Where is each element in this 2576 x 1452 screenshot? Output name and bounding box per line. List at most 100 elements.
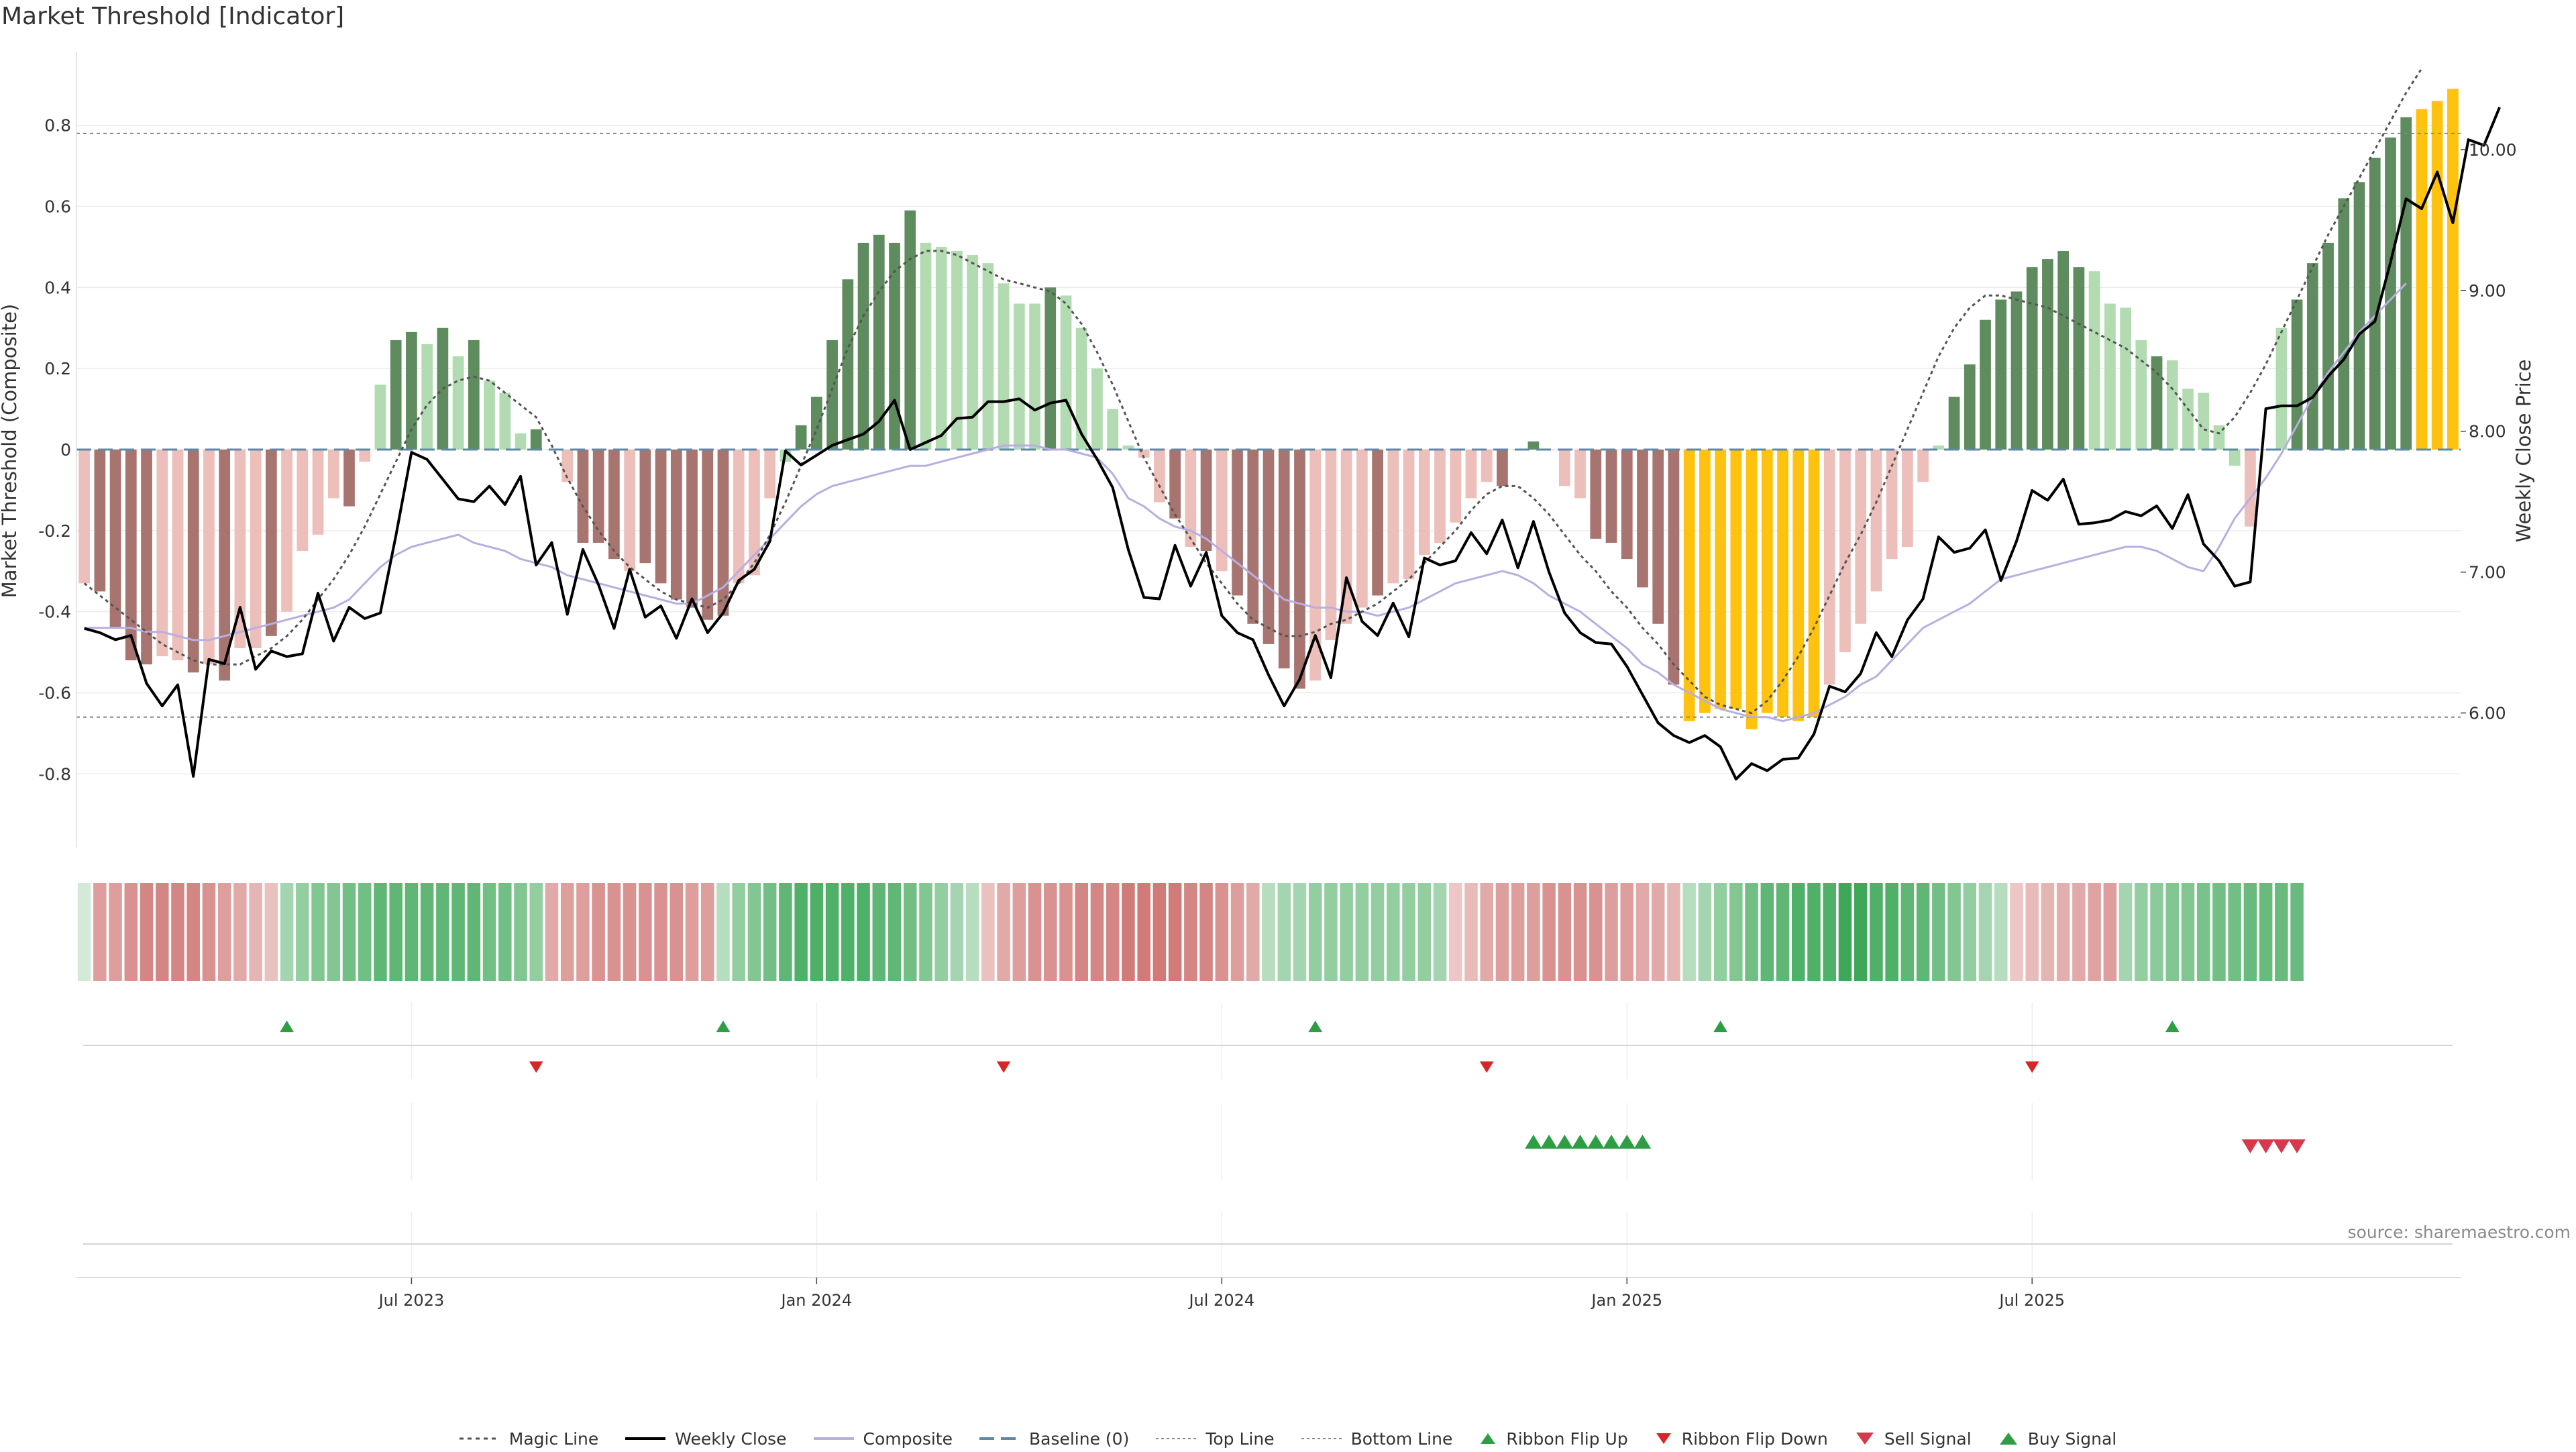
composite-bar (561, 450, 574, 482)
ribbon-cell (1340, 883, 1353, 981)
ribbon-cell (249, 883, 262, 981)
buy-signal-marker (1618, 1135, 1635, 1149)
ribbon-cell (1106, 883, 1120, 981)
composite-bar (1122, 445, 1134, 450)
ribbon-cell (1745, 883, 1758, 981)
ribbon-cell (2041, 883, 2055, 981)
composite-bar (2385, 137, 2396, 450)
composite-bar (1855, 450, 1867, 624)
composite-bar (2213, 425, 2225, 450)
composite-bar (608, 450, 620, 560)
buy-signal-marker (1556, 1135, 1573, 1149)
composite-bar (2010, 291, 2023, 450)
ribbon-cell (1682, 883, 1696, 981)
ribbon-cell (2243, 883, 2257, 981)
ribbon-cell (1558, 883, 1572, 981)
ribbon-cell (451, 883, 465, 981)
composite-bar (2447, 89, 2459, 450)
composite-bar (2120, 307, 2131, 450)
ribbon-cell (156, 883, 169, 981)
axes: 0.8 0.6 0.4 0.2 0 -0.2 -0.4 -0.6 -0.8 10.00 9.00 8.… (38, 52, 2517, 1310)
composite-bar (2104, 303, 2116, 450)
ribbon-cell (1542, 883, 1556, 981)
legend-label: Bottom Line (1350, 1429, 1453, 1449)
composite-bar (1044, 287, 1057, 450)
y2-tick-label: 9.00 (2469, 281, 2506, 301)
composite-bar (2042, 259, 2053, 450)
x-tick-label: Jul 2024 (1187, 1291, 1254, 1310)
ribbon-cell (389, 883, 402, 981)
composite-bar (764, 450, 776, 499)
ribbon-cell (1823, 883, 1836, 981)
y-tick-label: 0.2 (44, 359, 71, 378)
ribbon-cell (1947, 883, 1961, 981)
ribbon-cell (2025, 883, 2039, 981)
composite-bar (1434, 450, 1446, 543)
ribbon-cell (1075, 883, 1089, 981)
composite-bar (156, 450, 168, 657)
composite-bar (187, 450, 199, 673)
composite-bar (1107, 409, 1119, 450)
ribbon-cell (732, 883, 745, 981)
composite-bar (624, 450, 635, 572)
ribbon-flip-down-marker (529, 1061, 543, 1073)
ribbon-cell (919, 883, 932, 981)
ribbon-cell (327, 883, 341, 981)
ribbon-cell (1729, 883, 1743, 981)
ribbon-cell (1870, 883, 1883, 981)
ribbon-cell (2103, 883, 2117, 981)
ribbon-cell (1932, 883, 1945, 981)
composite-bar (125, 450, 137, 661)
y2-tick-label: 10.00 (2469, 140, 2517, 160)
composite-bar (2322, 242, 2334, 450)
source-note: source: sharemaestro.com (2347, 1223, 2571, 1242)
composite-bar (1777, 450, 1788, 717)
composite-bar (1232, 450, 1243, 596)
ribbon-cell (716, 883, 730, 981)
ribbon-cell (1433, 883, 1447, 981)
ribbon-cell (2228, 883, 2241, 981)
ribbon-cell (1994, 883, 2008, 981)
ribbon-cell (296, 883, 309, 981)
ribbon-cell (763, 883, 777, 981)
ribbon-cell (2150, 883, 2163, 981)
ribbon-cell (1573, 883, 1587, 981)
ribbon-cell (1090, 883, 1104, 981)
ribbon-cell (405, 883, 419, 981)
composite-bar (78, 450, 90, 584)
composite-bar (2026, 267, 2038, 450)
ribbon-cell (1402, 883, 1415, 981)
composite-bar (2073, 267, 2085, 450)
legend-item-composite: Composite (813, 1429, 953, 1449)
ribbon-cell (888, 883, 902, 981)
legend-item-bottom-line: Bottom Line (1301, 1429, 1453, 1449)
composite-bar (702, 450, 714, 620)
composite-bar (390, 340, 402, 450)
ribbon-cell (2196, 883, 2210, 981)
composite-bar (670, 450, 682, 600)
ribbon-cell (2259, 883, 2273, 981)
composite-bar (1574, 450, 1586, 499)
legend-label: Weekly Close (675, 1429, 787, 1449)
ribbon-cell (2275, 883, 2288, 981)
composite-bar (406, 331, 417, 450)
y-tick-label: 0.4 (44, 278, 71, 297)
composite-bar (1839, 450, 1851, 653)
sell-signal-marker (2257, 1139, 2275, 1153)
composite-bar (234, 450, 246, 648)
ribbon-cell (1448, 883, 1462, 981)
ribbon-cell (1137, 883, 1150, 981)
composite-bar (203, 450, 215, 665)
ribbon-cell (342, 883, 356, 981)
composite-bar (250, 450, 262, 648)
composite-bar (2057, 251, 2070, 450)
composite-bar (1699, 450, 1711, 713)
ribbon-cell (685, 883, 699, 981)
ribbon-cell (1620, 883, 1634, 981)
ribbon-flip-down-marker (2025, 1061, 2039, 1073)
ribbon-cell (140, 883, 154, 981)
composite-bar (1403, 450, 1415, 580)
y-tick-label: 0.6 (44, 197, 71, 217)
ribbon-cell (233, 883, 247, 981)
composite-bar (1216, 450, 1228, 572)
